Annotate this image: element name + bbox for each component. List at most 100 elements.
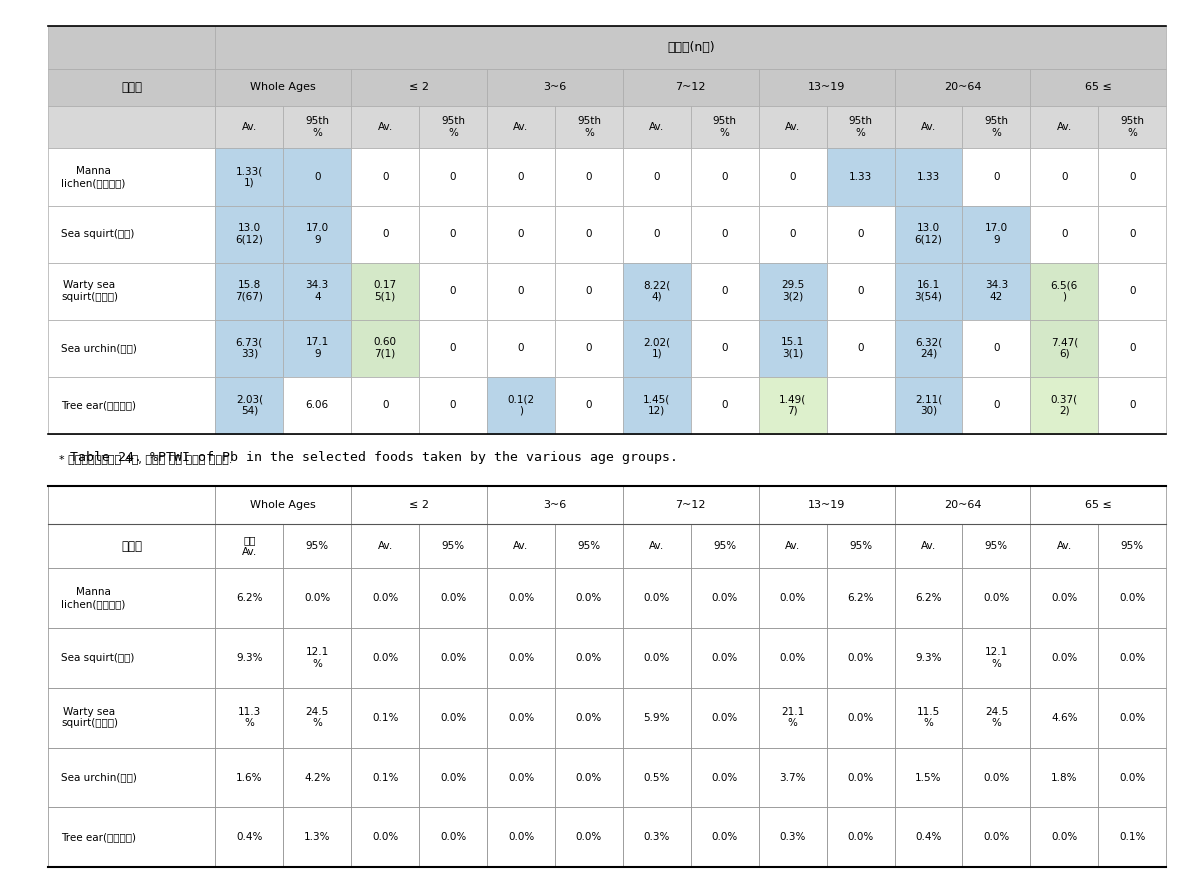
Bar — [555, 206, 622, 263]
Bar — [963, 206, 1031, 263]
Text: 0.0%: 0.0% — [847, 653, 873, 663]
Bar — [691, 320, 759, 377]
Text: 1.8%: 1.8% — [1051, 773, 1078, 782]
Text: 3.7%: 3.7% — [779, 773, 806, 782]
Text: 0.0%: 0.0% — [1119, 653, 1145, 663]
Bar — [895, 377, 963, 434]
Text: 17.0
9: 17.0 9 — [306, 223, 328, 244]
Bar — [419, 808, 487, 867]
Text: 0.0%: 0.0% — [1051, 593, 1077, 603]
Text: 0.0%: 0.0% — [508, 713, 534, 723]
Text: 1.49(
7): 1.49( 7) — [779, 394, 807, 416]
Bar — [487, 206, 555, 263]
Bar — [215, 808, 283, 867]
Bar — [827, 524, 895, 569]
Bar — [895, 486, 1031, 524]
Text: 0.0%: 0.0% — [440, 593, 466, 603]
Text: 9.3%: 9.3% — [915, 653, 941, 663]
Text: 0.0%: 0.0% — [847, 773, 873, 782]
Bar — [351, 688, 419, 747]
Bar — [48, 747, 215, 808]
Bar — [622, 628, 691, 688]
Text: Av.: Av. — [513, 541, 528, 551]
Text: 95%: 95% — [577, 541, 601, 551]
Bar — [283, 320, 351, 377]
Bar — [827, 569, 895, 628]
Text: Av.: Av. — [1057, 541, 1072, 551]
Bar — [555, 524, 622, 569]
Bar — [759, 569, 827, 628]
Bar — [622, 263, 691, 320]
Text: Av.: Av. — [242, 122, 257, 132]
Bar — [622, 747, 691, 808]
Bar — [351, 524, 419, 569]
Text: 0: 0 — [1061, 229, 1067, 239]
Bar — [48, 524, 215, 569]
Text: 0: 0 — [789, 229, 796, 239]
Bar — [351, 263, 419, 320]
Text: 0.0%: 0.0% — [847, 713, 873, 723]
Bar — [1098, 320, 1166, 377]
Text: 0: 0 — [994, 172, 1000, 182]
Text: 0.1%: 0.1% — [372, 773, 399, 782]
Text: 0: 0 — [721, 286, 728, 296]
Text: 0.0%: 0.0% — [508, 832, 534, 843]
Bar — [283, 688, 351, 747]
Bar — [487, 486, 622, 524]
Bar — [1098, 148, 1166, 206]
Bar — [419, 628, 487, 688]
Text: Manna
lichen(석이버섯): Manna lichen(석이버섯) — [61, 587, 125, 609]
Bar — [622, 524, 691, 569]
Bar — [1031, 486, 1166, 524]
Bar — [827, 320, 895, 377]
Bar — [48, 486, 215, 524]
Text: 15.1
3(1): 15.1 3(1) — [781, 337, 804, 359]
Bar — [1031, 320, 1098, 377]
Bar — [622, 808, 691, 867]
Bar — [1098, 688, 1166, 747]
Text: 5.9%: 5.9% — [644, 713, 670, 723]
Bar — [351, 486, 487, 524]
Bar — [419, 320, 487, 377]
Bar — [963, 569, 1031, 628]
Text: 2.02(
1): 2.02( 1) — [644, 337, 670, 359]
Text: 0: 0 — [450, 400, 456, 410]
Bar — [351, 569, 419, 628]
Text: 20~64: 20~64 — [944, 500, 982, 510]
Bar — [827, 688, 895, 747]
Bar — [419, 206, 487, 263]
Bar — [48, 26, 215, 69]
Text: 13~19: 13~19 — [808, 500, 845, 510]
Text: 0.0%: 0.0% — [305, 593, 331, 603]
Bar — [963, 524, 1031, 569]
Text: 65 ≤: 65 ≤ — [1085, 82, 1111, 92]
Bar — [555, 263, 622, 320]
Text: 0.0%: 0.0% — [847, 832, 873, 843]
Text: 0.0%: 0.0% — [440, 713, 466, 723]
Text: 0: 0 — [314, 172, 320, 182]
Bar — [555, 106, 622, 148]
Text: 0: 0 — [450, 229, 456, 239]
Text: 1.6%: 1.6% — [236, 773, 263, 782]
Text: Whole Ages: Whole Ages — [250, 82, 317, 92]
Text: 0: 0 — [382, 172, 388, 182]
Text: 0: 0 — [382, 400, 388, 410]
Text: Av.: Av. — [1057, 122, 1072, 132]
Bar — [215, 206, 283, 263]
Text: 0: 0 — [994, 400, 1000, 410]
Text: 3~6: 3~6 — [544, 500, 566, 510]
Text: 0: 0 — [450, 172, 456, 182]
Bar — [1098, 263, 1166, 320]
Bar — [895, 628, 963, 688]
Bar — [759, 263, 827, 320]
Bar — [1098, 206, 1166, 263]
Text: 0.60
7(1): 0.60 7(1) — [374, 337, 396, 359]
Bar — [827, 747, 895, 808]
Bar — [759, 320, 827, 377]
Bar — [487, 628, 555, 688]
Bar — [487, 263, 555, 320]
Bar — [48, 808, 215, 867]
Text: 8.22(
4): 8.22( 4) — [644, 280, 670, 302]
Text: 1.45(
12): 1.45( 12) — [644, 394, 670, 416]
Bar — [759, 377, 827, 434]
